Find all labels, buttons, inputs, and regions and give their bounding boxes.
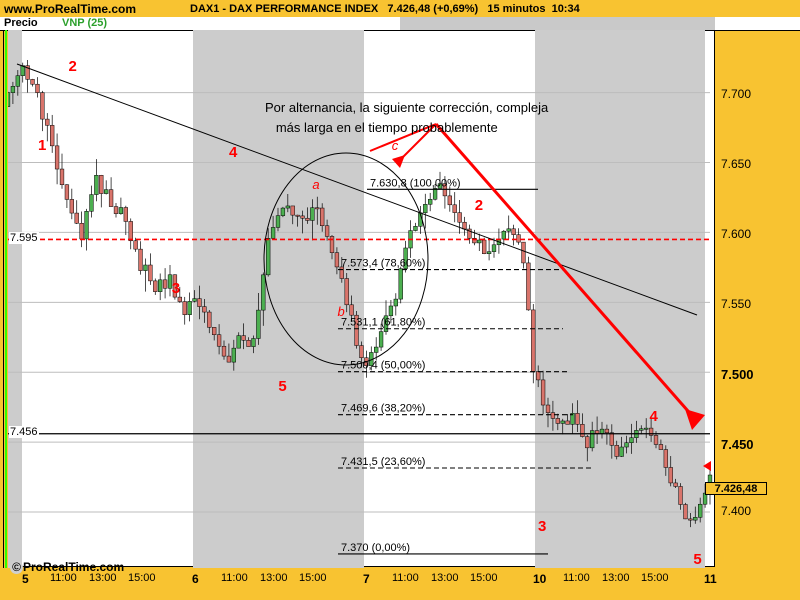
svg-text:7.573,4 (78,60%): 7.573,4 (78,60%) — [341, 258, 425, 270]
svg-text:7.630,8 (100,00%): 7.630,8 (100,00%) — [370, 177, 461, 189]
svg-text:7.431,5 (23,60%): 7.431,5 (23,60%) — [341, 456, 425, 468]
svg-text:7.500,4 (50,00%): 7.500,4 (50,00%) — [341, 360, 425, 372]
svg-text:7.370 (0,00%): 7.370 (0,00%) — [341, 542, 410, 554]
svg-text:7.469,6 (38,20%): 7.469,6 (38,20%) — [341, 403, 425, 415]
svg-text:7.531,1 (61,80%): 7.531,1 (61,80%) — [341, 317, 425, 329]
